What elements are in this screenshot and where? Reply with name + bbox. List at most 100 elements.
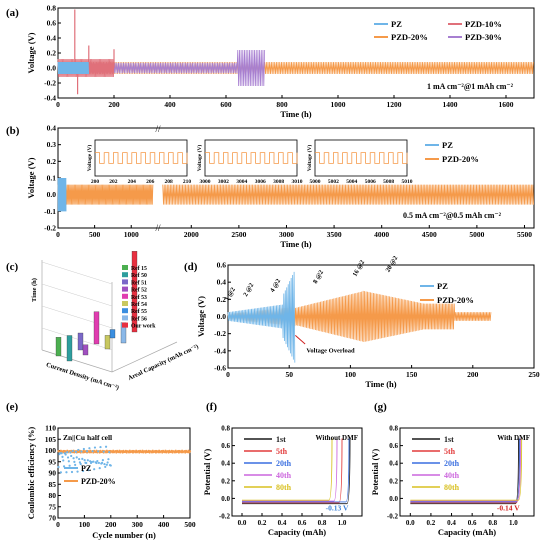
inset-x-tick-label: 5000 bbox=[310, 179, 321, 185]
legend-label-1st: 1st bbox=[276, 435, 286, 444]
x-axis-label: Time (h) bbox=[365, 379, 396, 389]
bar-ref-15 bbox=[55, 337, 62, 357]
grid-3d bbox=[41, 327, 113, 351]
series-pz-point bbox=[70, 454, 73, 458]
x-tick-label: 3500 bbox=[327, 230, 342, 239]
x-tick-label: 100 bbox=[79, 520, 91, 529]
y-tick-label: 80 bbox=[49, 491, 57, 500]
y-tick-label: 0.8 bbox=[221, 425, 230, 433]
series-20th-line bbox=[242, 438, 350, 503]
x-tick-label: 0.4 bbox=[278, 519, 287, 527]
series-pz-line bbox=[227, 271, 296, 363]
legend-label: Ref 54 bbox=[131, 302, 147, 308]
legend-pz-label: PZ bbox=[391, 19, 402, 29]
legend-swatch bbox=[122, 265, 128, 270]
series-pz-point bbox=[88, 447, 91, 450]
series-pz-point bbox=[99, 445, 102, 449]
axes-3d bbox=[41, 260, 178, 373]
x-tick-label: 500 bbox=[89, 230, 101, 239]
x-tick-label: 250 bbox=[528, 370, 540, 379]
series-pz-point bbox=[66, 456, 70, 459]
inset-x-tick-label: 5004 bbox=[346, 179, 357, 185]
inset-x-tick-label: 5008 bbox=[383, 179, 394, 185]
series-40th-line bbox=[242, 438, 338, 502]
series-pz-point bbox=[67, 460, 70, 463]
grid-3d bbox=[41, 305, 113, 329]
series-pz-point bbox=[77, 448, 80, 452]
inset-line bbox=[315, 152, 408, 164]
overpotential-label: -0.14 V bbox=[497, 504, 520, 513]
panel-label-b: (b) bbox=[6, 125, 20, 137]
panel-note: With DMF bbox=[497, 434, 530, 442]
legend-label: Our work bbox=[131, 324, 156, 330]
series-pz-point bbox=[76, 470, 79, 473]
bar-ref-53 bbox=[93, 311, 100, 345]
panel-label-a: (a) bbox=[6, 7, 19, 19]
series-pz-point bbox=[81, 457, 84, 460]
x-tick-label: 0 bbox=[226, 370, 230, 379]
x-tick-label: 200 bbox=[467, 370, 479, 379]
overpotential-label: -0.13 V bbox=[326, 504, 349, 513]
y-tick-label: 0.0 bbox=[47, 64, 57, 73]
series-pz-point bbox=[62, 459, 65, 462]
x-axis-label: Current Density (mA cm⁻²) bbox=[45, 361, 120, 391]
legend-label-5th: 5th bbox=[444, 447, 456, 456]
chart-title: Zn||Cu half cell bbox=[63, 433, 112, 442]
y-tick-label: 0.0 bbox=[217, 312, 227, 321]
y-tick-label: 85 bbox=[49, 480, 57, 489]
y-tick-label: 0.6 bbox=[47, 19, 57, 28]
legend-pz-label: PZ bbox=[442, 140, 453, 150]
legend-label-80th: 80th bbox=[444, 483, 460, 492]
legend-pz-label: PZ bbox=[81, 464, 91, 473]
x-tick-label: 0 bbox=[56, 100, 60, 109]
legend-label: Ref 56 bbox=[131, 316, 147, 322]
y-tick-label: 0.2 bbox=[47, 157, 57, 166]
y-tick-label: 0.4 bbox=[389, 460, 398, 468]
series-20th-line bbox=[410, 438, 521, 503]
x-tick-label: 0.6 bbox=[298, 519, 307, 527]
bar-ref-50 bbox=[66, 335, 73, 362]
x-tick-label: 1.0 bbox=[338, 519, 347, 527]
x-tick-label: 50 bbox=[285, 370, 293, 379]
legend-swatch bbox=[122, 301, 128, 306]
series-pzd20-line bbox=[57, 184, 154, 205]
inset-x-tick-label: 202 bbox=[109, 179, 118, 185]
inset-2: 3000 3002 3004 3006 3008 3010 Voltage (V) bbox=[196, 139, 303, 185]
series-80th-line bbox=[242, 438, 333, 501]
inset-x-tick-label: 5002 bbox=[328, 179, 339, 185]
series-pz-point bbox=[79, 462, 82, 466]
series-pz-point bbox=[92, 460, 95, 463]
series-pz-point bbox=[66, 450, 69, 454]
legend-label-80th: 80th bbox=[276, 483, 292, 492]
series-pz-point bbox=[93, 446, 97, 449]
inset-x-tick-label: 208 bbox=[164, 179, 173, 185]
series-pz-point bbox=[87, 469, 90, 472]
y-tick-label: 0.6 bbox=[221, 442, 230, 450]
legend-label: Ref 50 bbox=[131, 273, 147, 279]
series-pz-point bbox=[60, 452, 63, 455]
x-tick-label: 1000 bbox=[124, 230, 139, 239]
rate-label: 1 @2 bbox=[224, 286, 237, 302]
y-tick-label: 0.0 bbox=[389, 495, 398, 503]
series-pz-point bbox=[100, 461, 104, 464]
legend-pzd20-label: PZD-20% bbox=[391, 32, 428, 42]
series-pz-point bbox=[95, 461, 98, 465]
series-pz-point bbox=[101, 458, 104, 462]
inset-x-tick-label: 210 bbox=[183, 179, 192, 185]
y-tick-label: 0.2 bbox=[221, 477, 230, 485]
x-tick-label: 500 bbox=[184, 520, 196, 529]
y-tick-label: 0.2 bbox=[217, 295, 227, 304]
rate-label: 8 @2 bbox=[312, 269, 325, 285]
inset-y-label: Voltage (V) bbox=[196, 145, 203, 172]
y-tick-label: 105 bbox=[45, 435, 57, 444]
x-tick-label: 2000 bbox=[184, 230, 199, 239]
y-tick-label: -0.6 bbox=[214, 364, 226, 373]
legend-label-40th: 40th bbox=[444, 471, 460, 480]
legend-swatch bbox=[122, 272, 128, 278]
legend-swatch bbox=[122, 308, 128, 314]
x-tick-label: 4000 bbox=[374, 230, 389, 239]
legend-pzd20-label: PZD-20% bbox=[437, 295, 474, 305]
inset-x-tick-label: 200 bbox=[91, 179, 100, 185]
y-tick-label: 0.4 bbox=[221, 460, 230, 468]
